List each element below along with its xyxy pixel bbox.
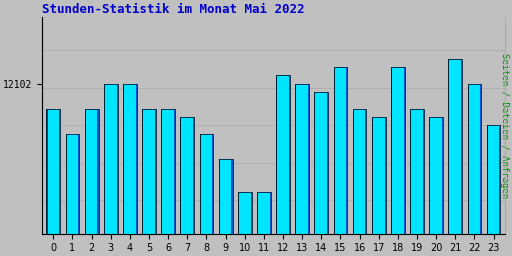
Polygon shape [333, 67, 335, 233]
Polygon shape [276, 75, 290, 233]
Polygon shape [314, 92, 315, 233]
Polygon shape [219, 158, 220, 233]
Polygon shape [289, 75, 290, 233]
Polygon shape [391, 67, 392, 233]
Polygon shape [155, 109, 156, 233]
Polygon shape [449, 59, 450, 233]
Polygon shape [174, 109, 175, 233]
Polygon shape [193, 117, 194, 233]
Polygon shape [372, 117, 386, 233]
Polygon shape [423, 109, 424, 233]
Polygon shape [410, 109, 411, 233]
Polygon shape [66, 134, 67, 233]
Polygon shape [372, 117, 373, 233]
Polygon shape [429, 117, 430, 233]
Y-axis label: Seiten / Dateien / Anfragen: Seiten / Dateien / Anfragen [500, 53, 509, 198]
Polygon shape [104, 83, 105, 233]
Polygon shape [250, 192, 251, 233]
Polygon shape [487, 125, 500, 233]
Polygon shape [429, 117, 443, 233]
Polygon shape [270, 192, 271, 233]
Polygon shape [295, 83, 296, 233]
Polygon shape [487, 125, 488, 233]
Polygon shape [467, 83, 481, 233]
Polygon shape [295, 83, 309, 233]
Polygon shape [97, 109, 98, 233]
Polygon shape [231, 158, 232, 233]
Polygon shape [467, 83, 468, 233]
Polygon shape [353, 109, 354, 233]
Polygon shape [391, 67, 405, 233]
Polygon shape [353, 109, 367, 233]
Polygon shape [161, 109, 162, 233]
Polygon shape [212, 134, 214, 233]
Polygon shape [200, 134, 214, 233]
Polygon shape [47, 109, 60, 233]
Polygon shape [238, 192, 239, 233]
Polygon shape [327, 92, 328, 233]
Polygon shape [333, 67, 347, 233]
Text: Stunden-Statistik im Monat Mai 2022: Stunden-Statistik im Monat Mai 2022 [42, 3, 304, 16]
Polygon shape [123, 83, 137, 233]
Polygon shape [123, 83, 124, 233]
Polygon shape [366, 109, 367, 233]
Polygon shape [142, 109, 156, 233]
Polygon shape [257, 192, 258, 233]
Polygon shape [442, 117, 443, 233]
Polygon shape [47, 109, 48, 233]
Polygon shape [219, 158, 232, 233]
Polygon shape [66, 134, 79, 233]
Polygon shape [104, 83, 118, 233]
Polygon shape [257, 192, 271, 233]
Polygon shape [238, 192, 251, 233]
Polygon shape [180, 117, 181, 233]
Polygon shape [308, 83, 309, 233]
Polygon shape [499, 125, 500, 233]
Polygon shape [142, 109, 143, 233]
Polygon shape [404, 67, 405, 233]
Polygon shape [449, 59, 462, 233]
Polygon shape [117, 83, 118, 233]
Polygon shape [385, 117, 386, 233]
Polygon shape [410, 109, 424, 233]
Polygon shape [85, 109, 86, 233]
Polygon shape [314, 92, 328, 233]
Polygon shape [78, 134, 79, 233]
Polygon shape [59, 109, 60, 233]
Polygon shape [85, 109, 98, 233]
Polygon shape [480, 83, 481, 233]
Polygon shape [161, 109, 175, 233]
Polygon shape [461, 59, 462, 233]
Polygon shape [346, 67, 347, 233]
Polygon shape [276, 75, 277, 233]
Polygon shape [136, 83, 137, 233]
Polygon shape [200, 134, 201, 233]
Polygon shape [180, 117, 194, 233]
